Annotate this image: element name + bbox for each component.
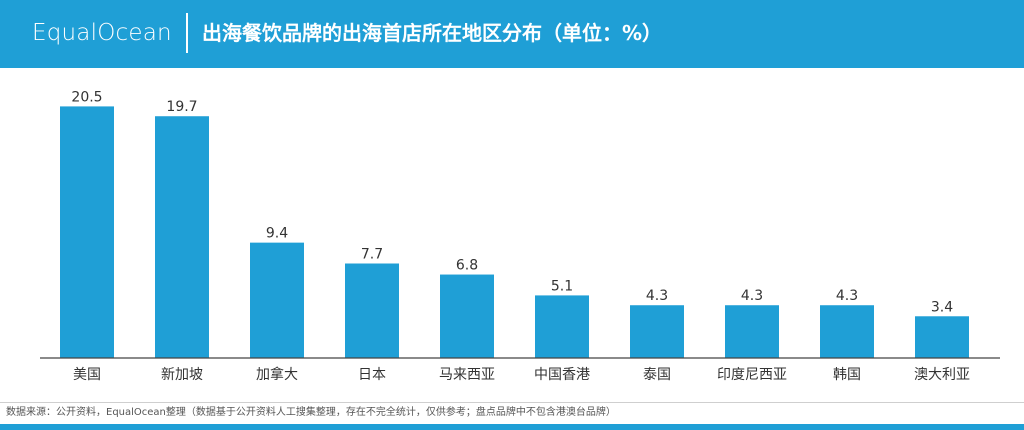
header-bar: EqualOcean 出海餐饮品牌的出海首店所在地区分布（单位：%） <box>0 0 1024 68</box>
footer-divider <box>0 402 1024 403</box>
bar-4 <box>345 263 399 358</box>
header-divider <box>186 13 188 53</box>
bar-7 <box>630 305 684 358</box>
category-label-10: 澳大利亚 <box>914 367 970 383</box>
data-label-6: 5.1 <box>551 278 573 294</box>
data-label-4: 7.7 <box>361 247 383 263</box>
category-label-8: 印度尼西亚 <box>717 367 787 383</box>
source-note: 数据来源：公开资料，EqualOcean整理（数据基于公开资料人工搜集整理，存在… <box>6 407 616 418</box>
bar-1 <box>60 106 114 358</box>
bar-9 <box>820 305 874 358</box>
data-label-5: 6.8 <box>456 258 478 274</box>
bar-3 <box>250 242 304 358</box>
bar-6 <box>535 295 589 358</box>
chart-title: 出海餐饮品牌的出海首店所在地区分布（单位：%） <box>202 21 663 45</box>
category-label-1: 美国 <box>73 367 101 383</box>
bar-2 <box>155 116 209 359</box>
data-label-7: 4.3 <box>646 288 668 304</box>
brand-logo: EqualOcean <box>32 20 172 46</box>
category-label-4: 日本 <box>358 367 386 383</box>
data-label-2: 19.7 <box>166 99 197 115</box>
category-label-2: 新加坡 <box>161 367 203 383</box>
data-label-8: 4.3 <box>741 288 763 304</box>
bar-10 <box>915 316 969 358</box>
category-label-7: 泰国 <box>643 367 671 383</box>
category-label-6: 中国香港 <box>534 367 590 383</box>
data-label-10: 3.4 <box>931 299 953 315</box>
category-label-9: 韩国 <box>833 367 861 383</box>
data-label-9: 4.3 <box>836 288 858 304</box>
data-label-1: 20.5 <box>71 89 102 105</box>
bar-8 <box>725 305 779 358</box>
bar-5 <box>440 274 494 358</box>
data-label-3: 9.4 <box>266 226 288 242</box>
category-label-3: 加拿大 <box>256 366 298 383</box>
bar-chart: 20.5 美国 19.7 新加坡 9.4 加拿大 7.7 日本 6.8 马来西亚 5.1 中国香港 4.… <box>40 89 1000 383</box>
bottom-accent-bar <box>0 424 1024 430</box>
category-label-5: 马来西亚 <box>439 367 495 383</box>
